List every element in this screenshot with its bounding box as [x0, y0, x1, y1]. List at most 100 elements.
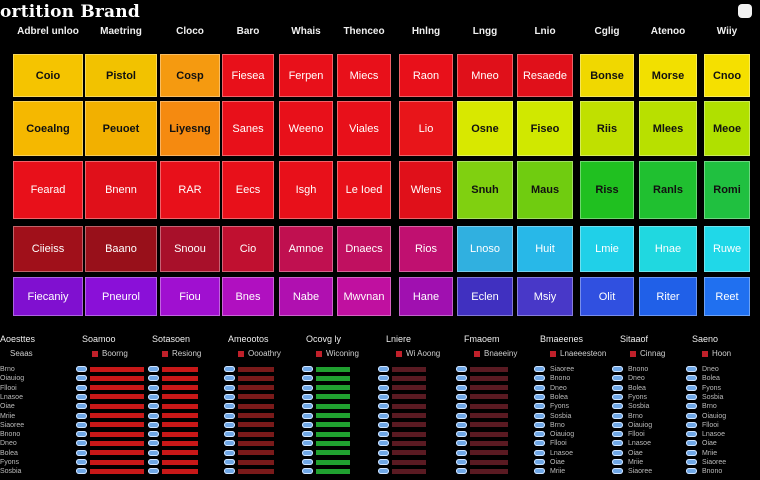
row-status-icon[interactable]	[534, 384, 545, 391]
row-status-icon[interactable]	[686, 421, 697, 428]
grid-cell[interactable]: Mneo	[457, 54, 513, 97]
column-header[interactable]: Cglig	[594, 26, 620, 37]
row-status-icon[interactable]	[76, 393, 87, 400]
row-status-icon[interactable]	[224, 459, 235, 465]
grid-cell[interactable]: Morse	[639, 54, 697, 97]
row-status-icon[interactable]	[456, 366, 467, 372]
row-status-icon[interactable]	[456, 459, 467, 465]
row-status-icon[interactable]	[534, 375, 545, 382]
grid-cell[interactable]: Ciieiss	[13, 226, 83, 272]
row-status-icon[interactable]	[686, 366, 697, 372]
row-status-icon[interactable]	[148, 412, 159, 419]
row-status-icon[interactable]	[224, 421, 235, 428]
row-status-icon[interactable]	[302, 375, 313, 382]
grid-cell[interactable]: Riter	[639, 277, 697, 316]
grid-cell[interactable]: Raon	[399, 54, 453, 97]
row-status-icon[interactable]	[76, 384, 87, 391]
column-header[interactable]: Adbrel unloo	[17, 26, 79, 37]
row-status-icon[interactable]	[378, 412, 389, 419]
row-status-icon[interactable]	[302, 384, 313, 391]
grid-cell[interactable]: Cnoo	[704, 54, 750, 97]
column-header[interactable]: Wiiy	[716, 26, 738, 37]
row-status-icon[interactable]	[612, 375, 623, 382]
grid-cell[interactable]: Cio	[222, 226, 274, 272]
row-status-icon[interactable]	[534, 393, 545, 400]
row-status-icon[interactable]	[148, 449, 159, 456]
grid-cell[interactable]: Mwvnan	[337, 277, 391, 316]
grid-cell[interactable]: Le Ioed	[337, 161, 391, 219]
grid-cell[interactable]: Bonse	[580, 54, 634, 97]
grid-cell[interactable]: Hane	[399, 277, 453, 316]
row-status-icon[interactable]	[148, 431, 159, 438]
row-status-icon[interactable]	[686, 384, 697, 391]
row-status-icon[interactable]	[612, 468, 623, 475]
row-status-icon[interactable]	[76, 412, 87, 419]
row-status-icon[interactable]	[378, 449, 389, 456]
row-status-icon[interactable]	[378, 366, 389, 372]
grid-cell[interactable]: Bnenn	[85, 161, 157, 219]
row-status-icon[interactable]	[686, 412, 697, 419]
row-status-icon[interactable]	[148, 440, 159, 447]
row-status-icon[interactable]	[378, 431, 389, 438]
row-status-icon[interactable]	[612, 393, 623, 400]
row-status-icon[interactable]	[148, 421, 159, 428]
grid-cell[interactable]: Riss	[580, 161, 634, 219]
row-status-icon[interactable]	[534, 440, 545, 447]
grid-cell[interactable]: Snuh	[457, 161, 513, 219]
row-status-icon[interactable]	[456, 393, 467, 400]
row-status-icon[interactable]	[686, 459, 697, 465]
row-status-icon[interactable]	[224, 412, 235, 419]
row-status-icon[interactable]	[76, 421, 87, 428]
grid-cell[interactable]: Maus	[517, 161, 573, 219]
grid-cell[interactable]: Coio	[13, 54, 83, 97]
row-status-icon[interactable]	[456, 440, 467, 447]
row-status-icon[interactable]	[612, 366, 623, 372]
row-status-icon[interactable]	[76, 468, 87, 475]
row-status-icon[interactable]	[686, 431, 697, 438]
row-status-icon[interactable]	[612, 459, 623, 465]
row-status-icon[interactable]	[534, 449, 545, 456]
grid-cell[interactable]: Wlens	[399, 161, 453, 219]
grid-cell[interactable]: Miecs	[337, 54, 391, 97]
grid-cell[interactable]: Rios	[399, 226, 453, 272]
row-status-icon[interactable]	[378, 384, 389, 391]
grid-cell[interactable]: Coealng	[13, 101, 83, 156]
row-status-icon[interactable]	[148, 366, 159, 372]
row-status-icon[interactable]	[456, 375, 467, 382]
row-status-icon[interactable]	[378, 440, 389, 447]
row-status-icon[interactable]	[456, 421, 467, 428]
row-status-icon[interactable]	[612, 421, 623, 428]
row-status-icon[interactable]	[686, 393, 697, 400]
grid-cell[interactable]: Nabe	[279, 277, 333, 316]
row-status-icon[interactable]	[378, 403, 389, 410]
row-status-icon[interactable]	[148, 459, 159, 465]
column-header[interactable]: Whais	[291, 26, 321, 37]
row-status-icon[interactable]	[612, 412, 623, 419]
grid-cell[interactable]: Viales	[337, 101, 391, 156]
grid-cell[interactable]: Olit	[580, 277, 634, 316]
row-status-icon[interactable]	[148, 375, 159, 382]
row-status-icon[interactable]	[456, 431, 467, 438]
grid-cell[interactable]: RAR	[160, 161, 220, 219]
row-status-icon[interactable]	[76, 366, 87, 372]
row-status-icon[interactable]	[148, 384, 159, 391]
row-status-icon[interactable]	[686, 440, 697, 447]
column-header[interactable]: Hnlng	[411, 26, 441, 37]
row-status-icon[interactable]	[456, 403, 467, 410]
grid-cell[interactable]: Isgh	[279, 161, 333, 219]
grid-cell[interactable]: Fiou	[160, 277, 220, 316]
row-status-icon[interactable]	[302, 393, 313, 400]
grid-cell[interactable]: Lnoso	[457, 226, 513, 272]
column-header[interactable]: Maetring	[100, 26, 142, 37]
row-status-icon[interactable]	[456, 384, 467, 391]
row-status-icon[interactable]	[378, 375, 389, 382]
grid-cell[interactable]: Pneurol	[85, 277, 157, 316]
row-status-icon[interactable]	[686, 403, 697, 410]
grid-cell[interactable]: Sanes	[222, 101, 274, 156]
grid-cell[interactable]: Pistol	[85, 54, 157, 97]
grid-cell[interactable]: Resaede	[517, 54, 573, 97]
row-status-icon[interactable]	[534, 459, 545, 465]
row-status-icon[interactable]	[302, 459, 313, 465]
row-status-icon[interactable]	[378, 468, 389, 475]
row-status-icon[interactable]	[224, 393, 235, 400]
